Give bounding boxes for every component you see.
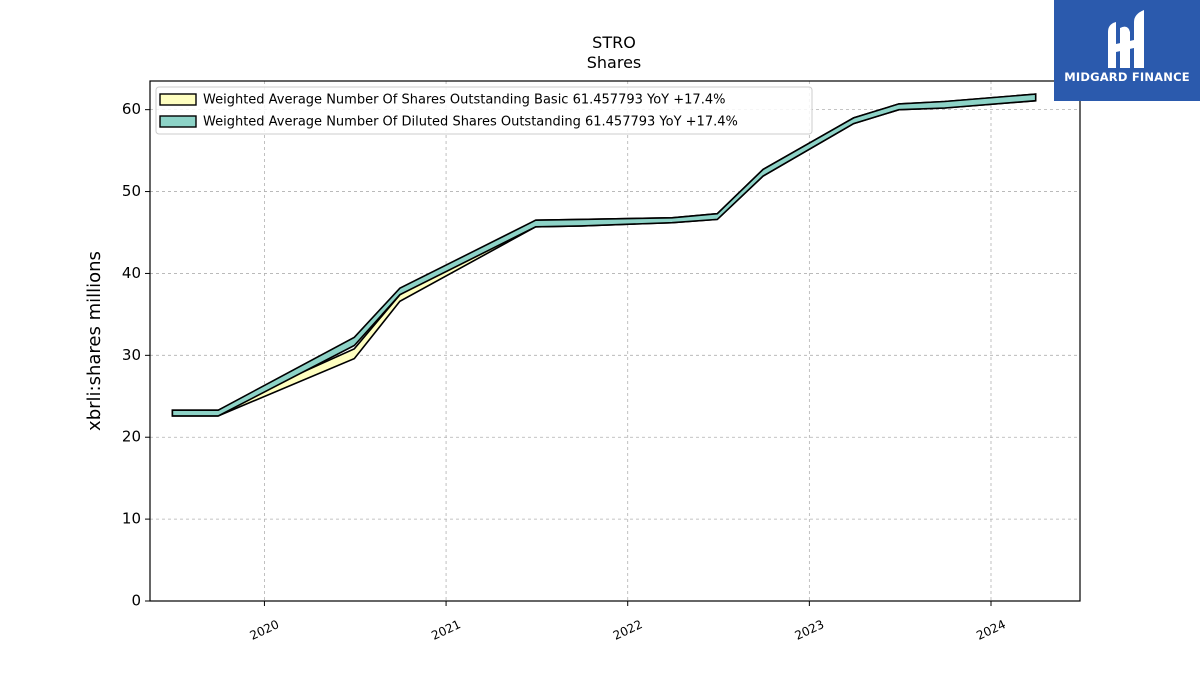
chart-subtitle: Shares — [587, 53, 642, 72]
legend-entry-basic: Weighted Average Number Of Shares Outsta… — [203, 93, 725, 108]
x-tick-label: 2024 — [974, 617, 1008, 643]
y-tick-label: 50 — [122, 182, 141, 200]
grid-lines — [150, 81, 1080, 601]
y-tick-label: 0 — [131, 592, 141, 610]
legend-box — [155, 86, 813, 135]
legend: Weighted Average Number Of Shares Outsta… — [155, 86, 813, 135]
x-tick-label: 2022 — [611, 617, 645, 643]
chart-title: STRO — [592, 33, 636, 52]
x-tick-label: 2023 — [793, 617, 827, 643]
legend-swatch-diluted — [159, 115, 197, 128]
legend-swatch-basic — [159, 93, 197, 106]
logo-mark-icon — [1108, 10, 1144, 68]
x-tick-label: 2021 — [429, 617, 463, 643]
y-tick-label: 20 — [122, 428, 141, 446]
plot-frame — [149, 80, 1081, 602]
axes: 0 10 20 30 40 50 60 2020 2021 2022 2023 2024 — [122, 100, 1008, 643]
logo-brand-text: MIDGARD FINANCE — [1064, 70, 1190, 84]
midgard-finance-logo: MIDGARD FINANCE — [1054, 0, 1200, 101]
legend-entry-diluted: Weighted Average Number Of Diluted Share… — [203, 115, 738, 130]
y-tick-label: 10 — [122, 510, 141, 528]
y-axis-label: xbrli:shares millions — [84, 251, 105, 431]
series-areas — [171, 93, 1037, 417]
series-area-diluted — [171, 93, 1037, 417]
x-tick-label: 2020 — [248, 617, 282, 643]
y-tick-label: 60 — [122, 100, 141, 118]
y-tick-label: 30 — [122, 346, 141, 364]
y-tick-label: 40 — [122, 264, 141, 282]
